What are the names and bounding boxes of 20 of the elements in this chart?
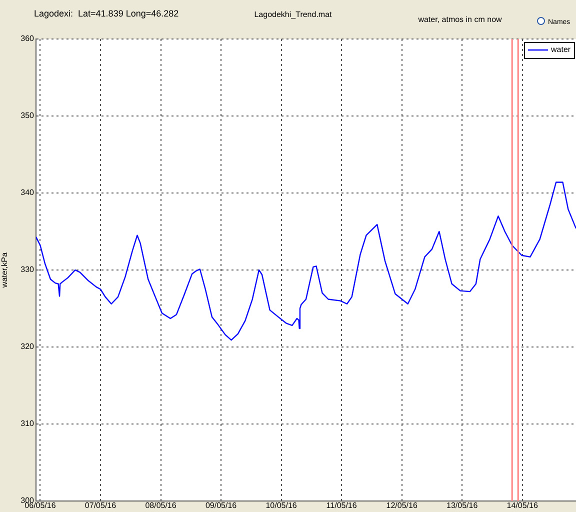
x-tick-label: 08/05/16: [145, 501, 177, 510]
y-tick-label: 330: [20, 265, 35, 274]
y-tick-label: 320: [20, 342, 35, 352]
y-axis-title: water,kPa: [0, 252, 10, 289]
x-tick-label: 06/05/16: [24, 501, 56, 510]
x-tick-label: 09/05/16: [205, 501, 238, 510]
x-tick-label: 14/05/16: [506, 501, 538, 510]
legend-label: water: [550, 45, 571, 54]
y-tick-label: 340: [20, 188, 35, 198]
text: Lagodexi: Lat=41.839 Long=46.282: [34, 8, 179, 18]
text: water, atmos in cm now: [417, 15, 502, 24]
chart-title: Lagodekhi_Trend.mat: [254, 10, 333, 20]
x-tick-label: 11/05/16: [326, 501, 358, 510]
y-tick-label: 350: [20, 111, 35, 120]
x-tick-label: 10/05/16: [266, 501, 298, 510]
x-tick-label: 13/05/16: [446, 501, 478, 510]
y-tick-label: 360: [20, 34, 35, 44]
x-tick-label: 07/05/16: [84, 501, 117, 510]
x-tick-label: 12/05/16: [386, 501, 418, 510]
y-tick-label: 310: [20, 419, 35, 428]
